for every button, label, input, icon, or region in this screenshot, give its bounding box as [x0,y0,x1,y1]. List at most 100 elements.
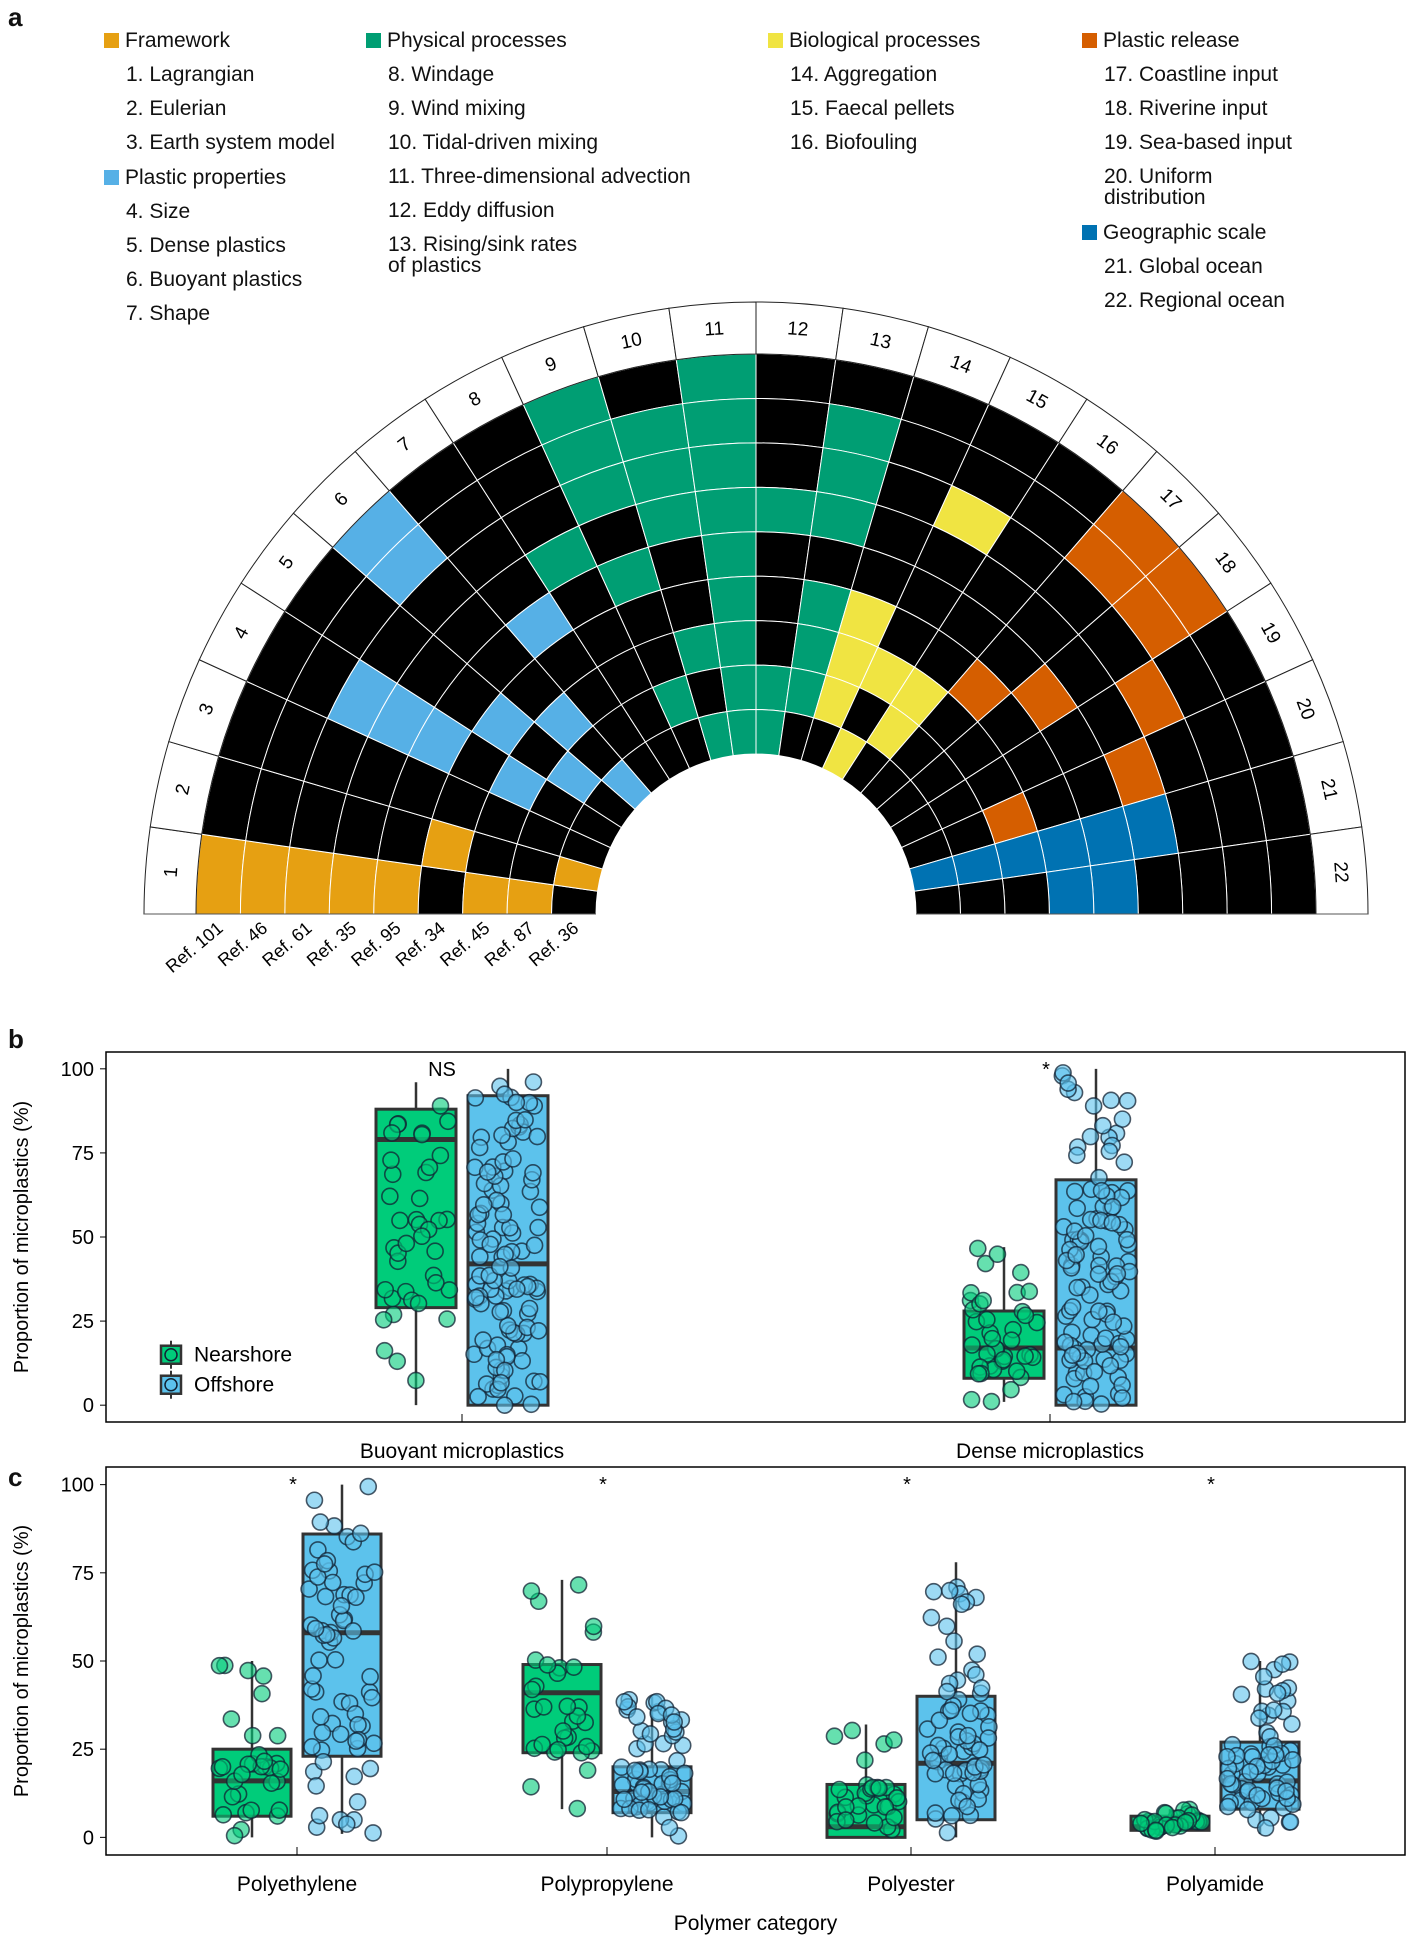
data-point [522,1582,541,1600]
wheel-cell-s12-r4 [755,486,818,537]
plot-frame [105,1466,1406,1856]
significance-label: * [599,1474,607,1496]
data-point [242,1801,261,1820]
y-tick-label: 75 [72,1143,94,1165]
data-point [365,1563,384,1581]
data-point [962,1390,981,1409]
data-point [558,1697,577,1716]
data-point [569,1576,588,1594]
data-point [522,1778,540,1796]
data-point [1103,1214,1122,1232]
data-point [1068,1278,1086,1297]
data-point [348,1793,367,1811]
data-point [1084,1097,1103,1115]
data-point [349,1716,367,1734]
data-point [1264,1701,1283,1719]
data-point [641,1725,660,1743]
data-point [478,1163,497,1181]
legend-item: 15. Faecal pellets [790,97,955,120]
data-point [982,1392,1001,1411]
data-point [958,1797,977,1816]
legend-item: 7. Shape [126,302,211,325]
data-point [381,1187,399,1206]
legend-item: 11. Three-dimensional advection [388,165,691,188]
y-tick-label: 0 [83,1827,94,1849]
data-point [407,1371,425,1390]
data-point [313,1723,332,1742]
data-point [924,1582,943,1601]
data-point [397,1234,416,1253]
data-point [1068,1146,1086,1165]
data-point [374,1310,393,1329]
legend-item: 10. Tidal-driven mixing [388,131,599,154]
data-point [944,1764,963,1783]
legend-column: Framework 1. Lagrangian 2. Eulerian 3. Eart… [104,30,394,324]
data-point [626,1761,644,1780]
data-point [375,1341,394,1360]
wheel-cell-s12-r1 [755,353,837,405]
legend-swatch [1082,225,1097,240]
data-point [1115,1153,1134,1172]
data-point [865,1814,884,1832]
data-point [431,1097,450,1115]
data-point [938,1682,956,1701]
data-point [1020,1282,1039,1301]
data-point [1232,1685,1251,1704]
wheel-cell-s11-r5 [701,531,757,581]
data-point [1094,1116,1112,1135]
data-point [554,1722,572,1740]
wheel-cell-s1-r3 [284,846,335,915]
data-point [1250,1709,1268,1727]
legend-point [164,1377,178,1392]
data-point [469,1387,487,1406]
data-point [924,1751,942,1770]
data-point [438,1310,456,1328]
wheel-cell-s11-r2 [682,397,757,449]
legend-item: 18. Riverine input [1104,97,1268,120]
data-point [523,1680,541,1699]
wheel-cell-s1-r2 [239,840,291,915]
legend-group-label: Framework [125,29,231,52]
wheel-cell-s1-r5 [373,859,423,915]
x-tick-label: Buoyant microplastics [360,1440,564,1460]
ring-label: Ref. 46 [214,918,271,971]
box [374,1107,458,1310]
data-point [376,1280,395,1299]
data-point [337,1815,356,1833]
legend-swatch [104,33,119,48]
data-point [943,1806,961,1825]
data-point [1059,1074,1077,1092]
data-point [1218,1769,1237,1788]
y-tick-label: 100 [61,1059,94,1081]
data-point [632,1783,651,1802]
data-point [1273,1655,1292,1673]
wheel-cell-s12-r7 [755,620,799,669]
data-point [1076,1226,1095,1245]
wheel-cell-s22-r6 [1045,865,1095,915]
data-point [467,1288,485,1307]
data-point [492,1373,510,1392]
wheel-cell-s1-r4 [328,852,379,915]
data-point [1002,1331,1021,1350]
data-point [615,1790,634,1809]
data-point [310,1651,328,1669]
data-point [213,1758,232,1776]
data-point [856,1751,874,1769]
legend-group-geographic_scale: Geographic scale [1082,222,1372,243]
data-point [1176,1813,1195,1832]
data-point [1218,1747,1236,1766]
data-point [470,1138,489,1157]
data-point [361,1667,379,1686]
data-point [937,1617,956,1636]
data-point [507,1093,526,1112]
data-point [1111,1337,1130,1356]
significance-label: * [1042,1059,1050,1081]
panel-label-a: a [8,2,23,32]
data-point [494,1205,513,1224]
legend-label: Nearshore [194,1344,292,1367]
data-point [1016,1306,1035,1325]
data-point [1132,1814,1150,1833]
data-point [347,1732,365,1750]
data-point [665,1713,683,1731]
data-point [1085,1362,1104,1381]
